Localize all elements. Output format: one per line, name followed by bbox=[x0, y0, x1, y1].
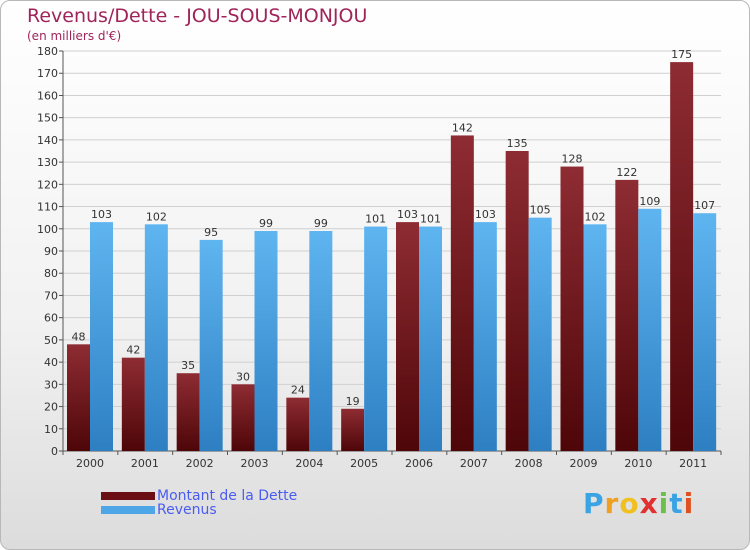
x-tick-label: 2006 bbox=[405, 457, 433, 470]
data-label: 103 bbox=[91, 208, 112, 221]
logo-letter: o bbox=[619, 487, 640, 520]
x-tick-label: 2003 bbox=[241, 457, 269, 470]
data-label: 103 bbox=[397, 208, 418, 221]
data-label: 35 bbox=[181, 359, 195, 372]
x-tick-label: 2007 bbox=[460, 457, 488, 470]
x-tick-label: 2009 bbox=[570, 457, 598, 470]
data-label: 101 bbox=[365, 213, 386, 226]
y-tick-label: 150 bbox=[37, 112, 58, 125]
data-label: 122 bbox=[616, 166, 637, 179]
bar-revenus bbox=[144, 224, 168, 451]
y-tick-label: 40 bbox=[44, 356, 58, 369]
bar-revenus bbox=[528, 217, 552, 451]
proxiti-logo: Proxiti bbox=[583, 487, 694, 520]
y-tick-label: 120 bbox=[37, 178, 58, 191]
y-tick-label: 90 bbox=[44, 245, 58, 258]
logo-letter: t bbox=[669, 487, 684, 520]
legend-item-dette: Montant de la Dette bbox=[101, 488, 297, 504]
bar-dette bbox=[396, 222, 419, 451]
y-tick-label: 180 bbox=[37, 45, 58, 58]
data-label: 135 bbox=[507, 137, 528, 150]
bar-revenus bbox=[638, 208, 662, 451]
chart-title: Revenus/Dette - JOU-SOUS-MONJOU bbox=[27, 5, 368, 27]
y-tick-label: 50 bbox=[44, 334, 58, 347]
data-label: 101 bbox=[420, 213, 441, 226]
bar-dette bbox=[121, 357, 145, 451]
data-label: 42 bbox=[126, 344, 140, 357]
data-label: 103 bbox=[475, 208, 496, 221]
y-tick-label: 170 bbox=[37, 67, 58, 80]
logo-letter: i bbox=[658, 487, 670, 520]
y-tick-label: 30 bbox=[44, 378, 58, 391]
x-tick-label: 2011 bbox=[679, 457, 707, 470]
data-label: 109 bbox=[639, 195, 660, 208]
y-tick-label: 0 bbox=[51, 445, 58, 458]
legend-label-dette: Montant de la Dette bbox=[157, 488, 298, 504]
bar-revenus bbox=[419, 226, 442, 451]
data-label: 99 bbox=[314, 217, 328, 230]
data-label: 102 bbox=[585, 210, 606, 223]
logo-letter: x bbox=[639, 487, 659, 520]
y-tick-label: 100 bbox=[37, 223, 58, 236]
data-label: 95 bbox=[204, 226, 218, 239]
logo-letter: i bbox=[683, 487, 695, 520]
x-tick-label: 2000 bbox=[76, 457, 104, 470]
bar-revenus bbox=[90, 222, 113, 451]
y-tick-label: 130 bbox=[37, 156, 58, 169]
data-label: 19 bbox=[346, 395, 360, 408]
x-tick-label: 2001 bbox=[131, 457, 159, 470]
data-label: 128 bbox=[562, 153, 583, 166]
data-label: 24 bbox=[291, 384, 305, 397]
data-label: 30 bbox=[236, 370, 250, 383]
legend-swatch-revenus bbox=[101, 506, 155, 514]
y-tick-label: 80 bbox=[44, 267, 58, 280]
bar-revenus bbox=[254, 231, 278, 451]
data-label: 99 bbox=[259, 217, 273, 230]
y-tick-label: 140 bbox=[37, 134, 58, 147]
logo-letter: P bbox=[583, 487, 605, 520]
data-label: 102 bbox=[146, 210, 167, 223]
data-label: 105 bbox=[530, 204, 551, 217]
x-tick-label: 2002 bbox=[186, 457, 214, 470]
x-tick-label: 2004 bbox=[295, 457, 323, 470]
chart-subtitle: (en milliers d'€) bbox=[27, 29, 122, 43]
bar-revenus bbox=[473, 222, 497, 451]
bar-revenus bbox=[199, 239, 223, 451]
bar-dette bbox=[615, 179, 639, 451]
legend-item-revenus: Revenus bbox=[101, 502, 217, 518]
bar-dette bbox=[341, 408, 365, 451]
bar-revenus bbox=[693, 213, 717, 451]
y-tick-label: 160 bbox=[37, 89, 58, 102]
bar-dette bbox=[231, 384, 255, 451]
x-tick-label: 2008 bbox=[515, 457, 543, 470]
y-tick-label: 20 bbox=[44, 401, 58, 414]
data-label: 175 bbox=[671, 48, 692, 61]
bar-dette bbox=[67, 344, 90, 451]
legend-swatch-dette bbox=[101, 492, 155, 500]
bar-revenus bbox=[583, 224, 607, 451]
bar-revenus bbox=[364, 226, 388, 451]
bar-revenus bbox=[309, 231, 333, 451]
bar-dette bbox=[670, 62, 694, 451]
bar-dette bbox=[505, 151, 529, 451]
y-tick-label: 110 bbox=[37, 201, 58, 214]
bar-dette bbox=[176, 373, 200, 451]
legend-label-revenus: Revenus bbox=[157, 502, 217, 518]
bar-dette bbox=[560, 166, 584, 452]
bar-dette bbox=[286, 397, 310, 451]
data-label: 48 bbox=[72, 330, 86, 343]
y-tick-label: 70 bbox=[44, 289, 58, 302]
logo-letter: r bbox=[604, 487, 620, 520]
x-tick-label: 2010 bbox=[624, 457, 652, 470]
data-label: 142 bbox=[452, 121, 473, 134]
y-tick-label: 60 bbox=[44, 312, 58, 325]
y-tick-label: 10 bbox=[44, 423, 58, 436]
data-label: 107 bbox=[694, 199, 715, 212]
x-tick-label: 2005 bbox=[350, 457, 378, 470]
bar-dette bbox=[450, 135, 474, 451]
